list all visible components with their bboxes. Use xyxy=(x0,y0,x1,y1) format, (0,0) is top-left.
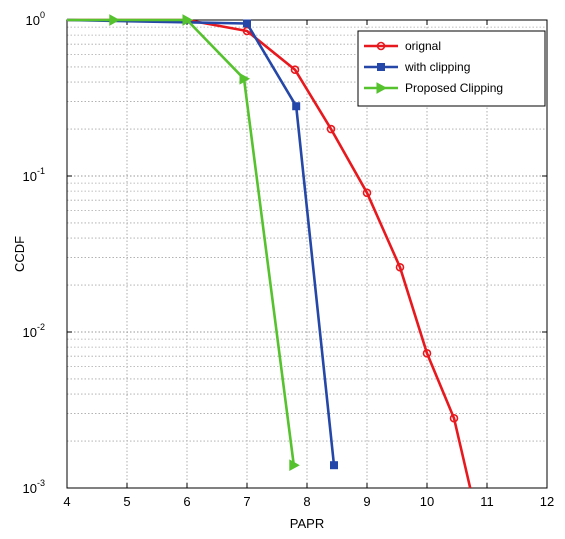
x-tick-label: 12 xyxy=(540,494,554,509)
data-point xyxy=(109,14,120,26)
data-point xyxy=(326,124,336,134)
legend: orignal with clipping Proposed Clipping xyxy=(357,30,546,107)
legend-label: orignal xyxy=(405,39,441,53)
y-tick-label: 100 xyxy=(26,10,45,28)
legend-label: with clipping xyxy=(404,60,470,74)
data-point xyxy=(362,188,372,198)
x-tick-label: 6 xyxy=(183,494,190,509)
data-point xyxy=(239,72,251,85)
x-tick-label: 9 xyxy=(363,494,370,509)
data-point xyxy=(422,349,432,358)
x-axis-label: PAPR xyxy=(290,516,324,531)
data-point xyxy=(182,14,194,26)
x-tick-label: 8 xyxy=(303,494,310,509)
series-3 xyxy=(67,14,300,472)
data-point xyxy=(330,461,338,470)
x-tick-label: 5 xyxy=(123,494,130,509)
series-line xyxy=(66,18,336,466)
data-point xyxy=(290,65,300,75)
y-tick-label: 10-3 xyxy=(23,478,45,496)
legend-box xyxy=(357,30,546,107)
legend-swatch-marker xyxy=(376,41,386,51)
x-tick-label: 4 xyxy=(63,494,70,509)
data-point xyxy=(243,19,251,28)
data-point xyxy=(292,102,301,111)
x-tick-label: 11 xyxy=(480,494,494,509)
x-axis-ticks: 4 5 6 7 8 9 10 11 12 xyxy=(63,20,554,509)
data-point xyxy=(449,413,459,423)
y-axis-ticks: 100 10-1 10-2 10-3 xyxy=(23,10,547,496)
y-tick-label: 10-2 xyxy=(23,322,45,340)
series-line xyxy=(67,18,472,489)
legend-label: Proposed Clipping xyxy=(405,81,503,95)
x-tick-label: 7 xyxy=(243,494,250,509)
x-tick-label: 10 xyxy=(420,494,434,509)
data-point xyxy=(395,262,405,272)
y-tick-label: 10-1 xyxy=(23,166,45,184)
data-point xyxy=(289,459,300,472)
y-axis-label: CCDF xyxy=(12,236,27,272)
series-layer xyxy=(66,14,472,489)
series-2 xyxy=(66,18,338,470)
legend-swatch-marker xyxy=(377,63,385,71)
legend-swatch-marker xyxy=(376,82,388,94)
